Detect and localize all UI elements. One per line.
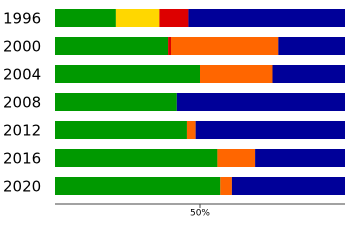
category-label: 2012	[3, 122, 41, 140]
category-label: 2000	[3, 38, 41, 56]
bar-segment	[171, 37, 279, 55]
bar-segment	[115, 9, 160, 27]
bar-segment	[217, 149, 256, 167]
bar-segment	[55, 65, 200, 83]
category-label: 2004	[3, 66, 41, 84]
bar-segment	[55, 93, 177, 111]
bar-segment	[55, 121, 187, 139]
bar-segment	[55, 9, 116, 27]
bar-segment	[220, 177, 232, 195]
bar-segment	[255, 149, 345, 167]
category-label: 2008	[3, 94, 41, 112]
bar-segment	[159, 9, 189, 27]
bar-segment	[186, 121, 196, 139]
bar-segment	[176, 93, 345, 111]
bar-segment	[272, 65, 345, 83]
bar-segment	[168, 37, 171, 55]
category-label: 2016	[3, 150, 41, 168]
bar-segment	[278, 37, 345, 55]
bar-segment	[231, 177, 345, 195]
bar-segment	[188, 9, 345, 27]
chart: 1996 2000 2004 2008 2012 2016 2020 50%	[3, 9, 345, 219]
bar-segment	[195, 121, 345, 139]
bar-segment	[55, 149, 218, 167]
category-label: 2020	[3, 178, 41, 196]
bar-segment	[200, 65, 273, 83]
bar-segment	[55, 177, 221, 195]
bar-segment	[55, 37, 169, 55]
category-label: 1996	[3, 10, 41, 28]
x-tick-label: 50%	[190, 209, 210, 219]
